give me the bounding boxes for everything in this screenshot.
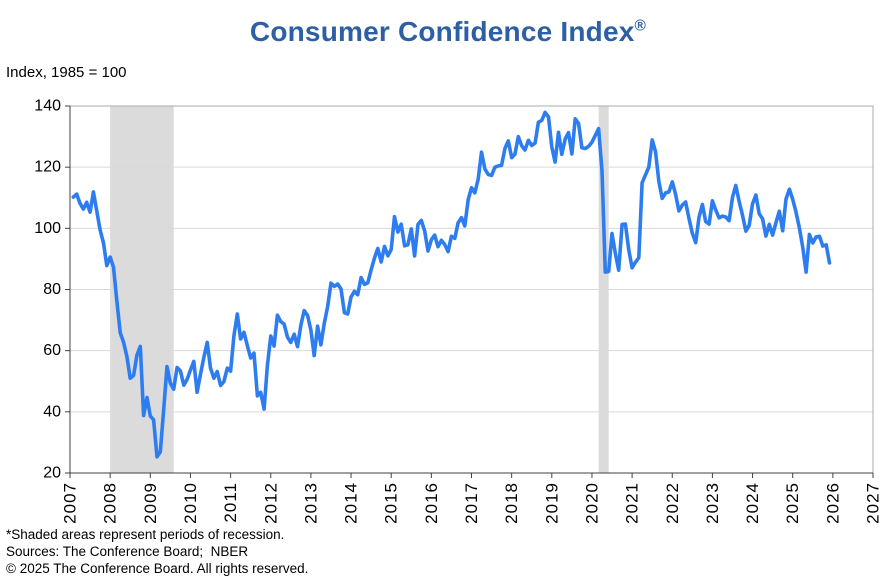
- x-tick-label: 2022: [663, 482, 682, 524]
- x-tick-label: 2007: [61, 482, 80, 524]
- x-tick-label: 2027: [864, 482, 883, 524]
- chart-subtitle: Index, 1985 = 100: [6, 64, 127, 81]
- y-tick-label: 120: [34, 159, 61, 176]
- footer: *Shaded areas represent periods of reces…: [6, 526, 308, 577]
- footer-note-recession: *Shaded areas represent periods of reces…: [6, 527, 285, 542]
- cci-line: [71, 110, 832, 459]
- y-tick-label: 60: [43, 342, 61, 359]
- x-tick-label: 2009: [141, 482, 160, 524]
- footer-note-sources: Sources: The Conference Board; NBER: [6, 544, 249, 559]
- x-tick-label: 2010: [181, 482, 200, 524]
- x-tick-label: 2016: [422, 482, 441, 524]
- x-tick-label: 2008: [101, 482, 120, 524]
- x-tick-label: 2023: [703, 482, 722, 524]
- y-tick-label: 100: [34, 220, 61, 237]
- x-tick-label: 2015: [382, 482, 401, 524]
- x-tick-label: 2017: [462, 482, 481, 524]
- x-tick-label: 2013: [301, 482, 320, 524]
- y-tick-label: 40: [43, 403, 61, 420]
- registered-trademark: ®: [634, 17, 647, 35]
- x-tick-label: 2019: [542, 482, 561, 524]
- y-tick-label: 140: [34, 98, 61, 115]
- chart-title-text: Consumer Confidence Index: [249, 16, 635, 47]
- chart-title: Consumer Confidence Index®: [0, 16, 896, 48]
- x-tick-label: 2012: [261, 482, 280, 524]
- y-tick-label: 20: [43, 465, 61, 482]
- x-tick-label: 2020: [582, 482, 601, 524]
- x-tick-label: 2021: [623, 482, 642, 524]
- x-tick-label: 2011: [221, 482, 240, 523]
- y-tick-label: 80: [43, 281, 61, 298]
- x-tick-label: 2025: [783, 482, 802, 524]
- x-tick-label: 2018: [502, 482, 521, 524]
- x-tick-label: 2026: [823, 482, 842, 524]
- footer-note-copyright: © 2025 The Conference Board. All rights …: [6, 561, 309, 576]
- x-tick-label: 2024: [743, 482, 762, 524]
- x-tick-label: 2014: [342, 482, 361, 524]
